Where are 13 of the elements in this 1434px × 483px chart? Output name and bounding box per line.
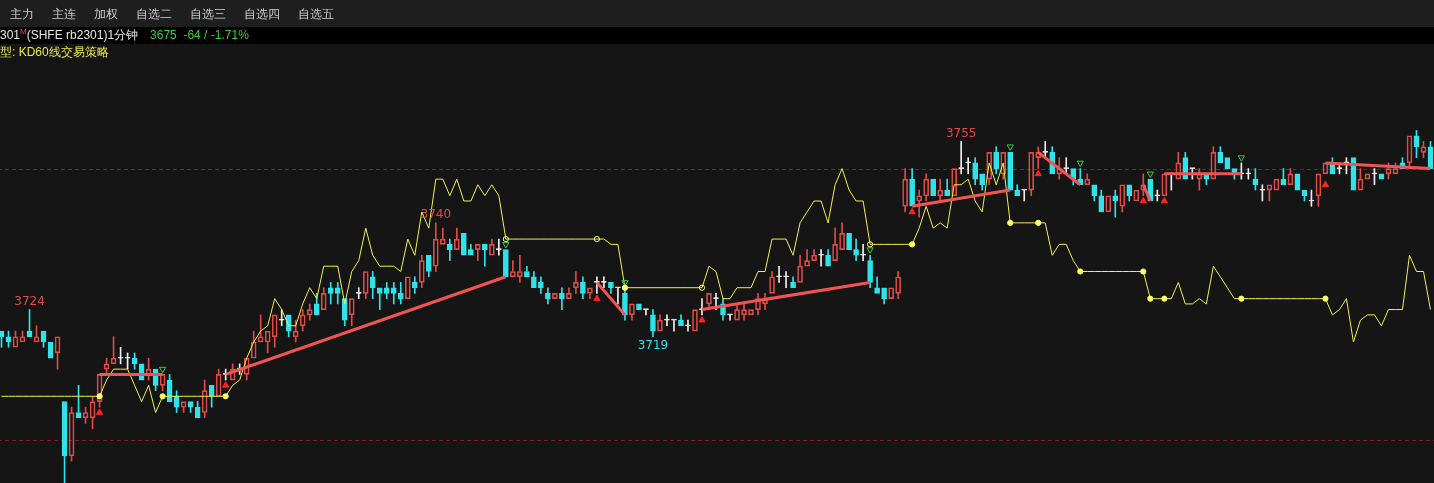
text: 自选四 [244,6,280,21]
chart-title: 301$^{M}$(SHFE rb2301)1分钟 [0,27,139,42]
text: 自选二 [136,6,172,21]
annotation: 3724 [14,293,45,308]
text: 型: KD60线交易策略 [0,45,109,60]
annotation: 3755 [945,125,977,140]
text: 加权 [94,6,118,21]
annotation: 3719 [637,337,669,352]
text: 自选三 [190,6,226,21]
text: 主连 [52,6,76,21]
text: 自选五 [298,6,334,21]
text: 主力 [10,6,34,21]
chart-subtitle: 3675 -64 / -1.71% [150,28,249,42]
